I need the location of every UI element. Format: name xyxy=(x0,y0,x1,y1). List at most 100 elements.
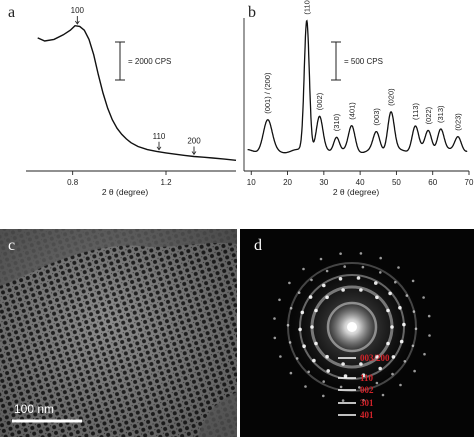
diffraction-spot xyxy=(427,314,431,318)
diffraction-spot xyxy=(428,334,431,337)
diffraction-spot xyxy=(403,360,407,363)
diffraction-spot xyxy=(398,306,402,310)
diffraction-spot xyxy=(374,281,378,285)
diffraction-spot xyxy=(314,308,318,313)
chart-b-tick-label: 20 xyxy=(283,178,292,187)
diffraction-spot xyxy=(359,288,363,292)
chart-b-peak-label: (003) xyxy=(372,108,381,126)
diffraction-spot xyxy=(388,291,392,296)
chart-b-annotations: (001) / (200) (110) (002) (310) (401) (003) (0… xyxy=(263,0,463,131)
diffraction-spot xyxy=(279,355,282,358)
diffraction-spot xyxy=(289,306,293,310)
diffraction-ring xyxy=(326,301,378,353)
diffraction-spot xyxy=(411,279,415,283)
chart-b-tick-label: 30 xyxy=(319,178,328,187)
chart-b-peak-label: (022) xyxy=(424,106,433,124)
chart-b-scale-label: = 500 CPS xyxy=(344,57,383,66)
chart-a: 0.8 1.2 100 110 200 = 2000 CPS 2 θ (degree) xyxy=(26,6,237,197)
chart-a-tick-label: 0.8 xyxy=(67,178,79,187)
chart-a-scale-bar: = 2000 CPS xyxy=(115,41,171,81)
chart-b-tick-label: 10 xyxy=(247,178,256,187)
diffraction-spot xyxy=(302,267,305,271)
diffraction-spot xyxy=(343,374,348,378)
chart-b-peak-label: (002) xyxy=(315,92,324,110)
diffraction-spot xyxy=(289,371,293,375)
chart-a-curve xyxy=(37,24,237,161)
diffraction-spot xyxy=(325,295,329,300)
diffraction-spot xyxy=(358,386,361,389)
diffraction-spot xyxy=(304,385,307,388)
diffraction-spot xyxy=(338,277,343,281)
chart-b-peak-label: (313) xyxy=(436,105,445,123)
diffraction-spot xyxy=(399,339,404,344)
chart-b-tick-label: 70 xyxy=(465,178,474,187)
chart-a-ticks: 0.8 1.2 xyxy=(67,171,172,187)
diffraction-spot xyxy=(339,252,342,255)
diffraction-spot xyxy=(325,354,329,359)
tem-image-panel: c 100 nm xyxy=(0,229,237,437)
diffraction-spot xyxy=(422,296,425,299)
chart-b-peak-label: (113) xyxy=(411,103,420,120)
diffraction-spot xyxy=(295,357,299,360)
diffraction-spot xyxy=(405,294,409,297)
diffraction-spot xyxy=(399,383,402,387)
diffraction-spot xyxy=(326,369,331,373)
diffraction-spot xyxy=(314,341,318,346)
chart-b-tick-label: 60 xyxy=(428,178,437,187)
diffraction-spot xyxy=(322,380,326,383)
diffraction-spot xyxy=(322,394,325,398)
central-beam xyxy=(347,322,357,332)
diffraction-spot xyxy=(310,325,314,329)
diffraction-spot xyxy=(381,393,385,397)
diffraction-spot xyxy=(322,283,326,288)
diffraction-spot xyxy=(390,325,394,329)
scale-bar-label: 100 nm xyxy=(14,402,54,416)
chart-b-peak-label: (001) / (200) xyxy=(263,72,272,114)
ring-label: 401 xyxy=(360,410,374,420)
diffraction-spot xyxy=(361,373,366,378)
chart-b: 10 20 30 40 50 60 70 (001) / (200) (110) (002) (3… xyxy=(243,0,474,197)
diffraction-spot xyxy=(378,366,383,371)
diffraction-spot xyxy=(341,399,345,402)
chart-a-peak-arrow xyxy=(191,151,197,156)
diffraction-spot xyxy=(356,276,361,280)
diffraction-spot xyxy=(375,354,379,359)
diffraction-spot xyxy=(402,322,406,327)
diffraction-spot xyxy=(414,327,418,331)
diffraction-spot xyxy=(273,317,276,320)
diffraction-spot xyxy=(379,256,383,260)
chart-b-peak-label: (023) xyxy=(454,113,463,131)
chart-a-tick-label: 1.2 xyxy=(160,178,172,187)
chart-b-peak-label: (310) xyxy=(332,113,341,131)
diffraction-spot xyxy=(308,295,313,299)
chart-a-peak-arrow xyxy=(156,146,162,151)
diffraction-spot xyxy=(302,344,306,349)
diffraction-spot xyxy=(339,385,343,389)
chart-b-peak-label: (110) xyxy=(302,0,311,15)
diffraction-spot xyxy=(325,269,329,273)
chart-b-peak-label: (020) xyxy=(387,88,396,106)
diffraction-spot xyxy=(375,295,379,300)
chart-a-xlabel: 2 θ (degree) xyxy=(102,187,148,197)
diffraction-spot xyxy=(310,278,313,282)
diffraction-spot xyxy=(312,358,316,363)
diffraction-spot xyxy=(359,362,363,366)
saed-spots xyxy=(273,252,431,402)
chart-b-scale-bar: = 500 CPS xyxy=(331,41,383,81)
diffraction-spot xyxy=(307,370,311,374)
panel-d-letter: d xyxy=(254,237,262,254)
diffraction-spot xyxy=(362,399,365,402)
diffraction-spot xyxy=(386,341,390,346)
chart-b-peak-label: (401) xyxy=(347,102,356,120)
diffraction-spot xyxy=(379,271,382,274)
panel-c-letter: c xyxy=(8,237,15,254)
diffraction-spot xyxy=(343,265,347,268)
diffraction-spot xyxy=(412,310,416,313)
diffraction-spot xyxy=(288,341,292,344)
diffraction-spot xyxy=(288,281,291,285)
diffraction-spot xyxy=(375,381,379,385)
diffraction-ring xyxy=(287,262,417,392)
chart-b-tick-label: 40 xyxy=(356,178,365,187)
chart-a-peak-label: 100 xyxy=(71,6,85,15)
